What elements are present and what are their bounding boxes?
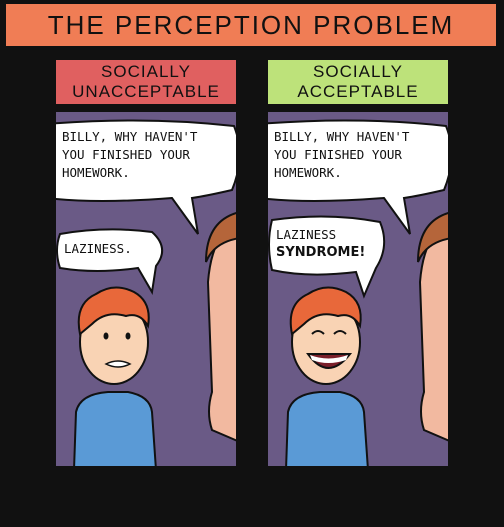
mother-hair	[417, 212, 448, 263]
answer-text: LAZINESS SYNDROME!	[276, 226, 365, 262]
panel-art	[56, 119, 236, 466]
label-line1: SOCIALLY	[101, 62, 191, 81]
label-unacceptable: SOCIALLY UNACCEPTABLE	[54, 58, 238, 106]
boy-eye	[125, 332, 131, 340]
boy-eye	[103, 332, 109, 340]
mother-hair	[205, 212, 236, 263]
boy-shirt	[73, 391, 157, 466]
mother-face	[418, 220, 448, 442]
question-line: YOU FINISHED YOUR	[62, 147, 190, 162]
title-banner: THE PERCEPTION PROBLEM	[4, 2, 498, 48]
panel-acceptable: BILLY, WHY HAVEN'T YOU FINISHED YOUR HOM…	[266, 110, 450, 468]
comic-title: THE PERCEPTION PROBLEM	[47, 9, 455, 40]
answer-line: LAZINESS	[276, 227, 337, 242]
question-line: YOU FINISHED YOUR	[274, 147, 402, 162]
boy-mouth-frown	[104, 360, 132, 368]
question-text: BILLY, WHY HAVEN'T YOU FINISHED YOUR HOM…	[62, 128, 197, 182]
answer-text: LAZINESS.	[64, 240, 132, 258]
label-line1: SOCIALLY	[313, 62, 403, 81]
label-line2: UNACCEPTABLE	[72, 82, 220, 101]
question-line: BILLY, WHY HAVEN'T	[274, 129, 410, 144]
answer-line-emphasis: SYNDROME!	[276, 245, 366, 260]
question-bubble	[268, 119, 448, 235]
boy-hair	[77, 286, 150, 336]
question-bubble	[56, 119, 236, 235]
label-acceptable: SOCIALLY ACCEPTABLE	[266, 58, 450, 106]
label-line2: ACCEPTABLE	[297, 82, 419, 101]
mother-face	[206, 220, 236, 442]
question-line: HOMEWORK.	[62, 165, 130, 180]
boy-eye	[333, 330, 347, 335]
panel-unacceptable: BILLY, WHY HAVEN'T YOU FINISHED YOUR HOM…	[54, 110, 238, 468]
boy-hair	[289, 286, 362, 336]
boy-eye	[311, 330, 325, 335]
question-line: HOMEWORK.	[274, 165, 342, 180]
question-line: BILLY, WHY HAVEN'T	[62, 129, 198, 144]
question-text: BILLY, WHY HAVEN'T YOU FINISHED YOUR HOM…	[274, 128, 409, 182]
boy-shirt	[285, 391, 369, 466]
panel-art	[268, 119, 448, 466]
answer-bubble	[268, 215, 386, 299]
answer-line: LAZINESS.	[64, 241, 132, 256]
boy-teeth	[310, 355, 348, 363]
answer-bubble	[56, 228, 163, 295]
